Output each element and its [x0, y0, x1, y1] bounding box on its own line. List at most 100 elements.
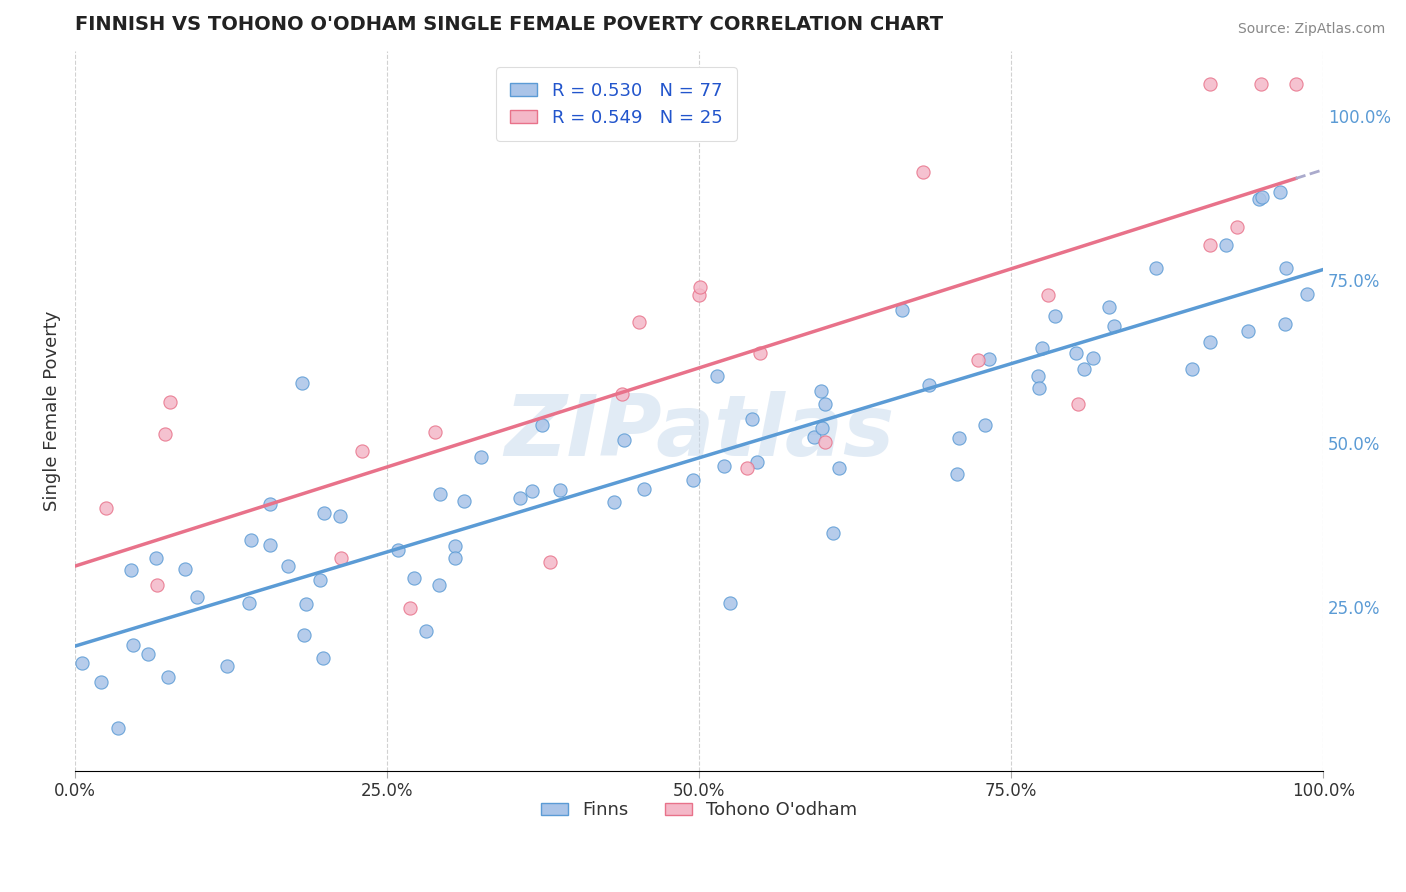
Point — [453, 494, 475, 508]
Point — [291, 376, 314, 390]
Point — [90, 674, 112, 689]
Point — [1199, 77, 1222, 91]
Point — [1226, 219, 1249, 234]
Text: FINNISH VS TOHONO O'ODHAM SINGLE FEMALE POVERTY CORRELATION CHART: FINNISH VS TOHONO O'ODHAM SINGLE FEMALE … — [75, 15, 943, 34]
Point — [613, 434, 636, 448]
Point — [1028, 382, 1050, 396]
Point — [948, 431, 970, 445]
Point — [136, 647, 159, 661]
Point — [811, 420, 834, 434]
Point — [1026, 368, 1049, 383]
Point — [682, 473, 704, 487]
Point — [823, 526, 845, 541]
Point — [330, 550, 353, 565]
Point — [387, 543, 409, 558]
Point — [1043, 310, 1066, 324]
Point — [1250, 190, 1272, 204]
Point — [427, 578, 450, 592]
Point — [94, 500, 117, 515]
Point — [146, 578, 169, 592]
Point — [1274, 317, 1296, 331]
Point — [174, 562, 197, 576]
Point — [1073, 362, 1095, 376]
Point — [1285, 77, 1308, 91]
Point — [890, 303, 912, 318]
Point — [1067, 397, 1090, 411]
Point — [70, 656, 93, 670]
Point — [312, 651, 335, 665]
Point — [540, 555, 562, 569]
Point — [444, 551, 467, 566]
Point — [1038, 288, 1060, 302]
Point — [470, 450, 492, 464]
Point — [548, 483, 571, 497]
Point — [706, 368, 728, 383]
Point — [974, 418, 997, 433]
Point — [1081, 351, 1104, 365]
Point — [239, 533, 262, 548]
Point — [1295, 287, 1317, 301]
Point — [803, 430, 825, 444]
Point — [145, 550, 167, 565]
Point — [443, 539, 465, 553]
Point — [1181, 362, 1204, 376]
Point — [1102, 319, 1125, 334]
Point — [522, 483, 544, 498]
Point — [429, 487, 451, 501]
Point — [828, 461, 851, 475]
Text: Source: ZipAtlas.com: Source: ZipAtlas.com — [1237, 22, 1385, 37]
Point — [747, 454, 769, 468]
Point — [1144, 260, 1167, 275]
Point — [1064, 346, 1087, 360]
Point — [259, 538, 281, 552]
Point — [633, 482, 655, 496]
Point — [689, 280, 711, 294]
Point — [120, 563, 142, 577]
Point — [810, 384, 832, 399]
Point — [814, 397, 837, 411]
Point — [153, 426, 176, 441]
Point — [718, 596, 741, 610]
Point — [314, 506, 336, 520]
Point — [402, 571, 425, 585]
Point — [399, 601, 422, 615]
Point — [977, 352, 1000, 367]
Y-axis label: Single Female Poverty: Single Female Poverty — [44, 310, 60, 511]
Point — [259, 497, 281, 511]
Point — [509, 491, 531, 505]
Point — [967, 353, 990, 368]
Point — [748, 346, 770, 360]
Point — [735, 461, 758, 475]
Point — [1236, 324, 1258, 338]
Point — [946, 467, 969, 481]
Point — [1250, 77, 1272, 91]
Point — [911, 165, 934, 179]
Point — [1215, 238, 1237, 252]
Point — [1031, 341, 1053, 355]
Point — [157, 669, 180, 683]
Point — [107, 721, 129, 735]
Point — [1199, 334, 1222, 349]
Point — [292, 628, 315, 642]
Legend: Finns, Tohono O'odham: Finns, Tohono O'odham — [534, 794, 865, 827]
Point — [217, 659, 239, 673]
Point — [122, 638, 145, 652]
Point — [603, 494, 626, 508]
Point — [1270, 185, 1292, 199]
Point — [1274, 260, 1296, 275]
Point — [612, 387, 634, 401]
Point — [1098, 301, 1121, 315]
Point — [713, 458, 735, 473]
Point — [1198, 238, 1220, 252]
Point — [688, 288, 710, 302]
Point — [186, 590, 208, 604]
Point — [415, 624, 437, 638]
Point — [423, 425, 446, 439]
Point — [329, 509, 352, 524]
Point — [813, 434, 835, 449]
Point — [352, 444, 374, 458]
Point — [294, 597, 316, 611]
Text: ZIPatlas: ZIPatlas — [503, 391, 894, 474]
Point — [277, 559, 299, 574]
Point — [918, 378, 941, 392]
